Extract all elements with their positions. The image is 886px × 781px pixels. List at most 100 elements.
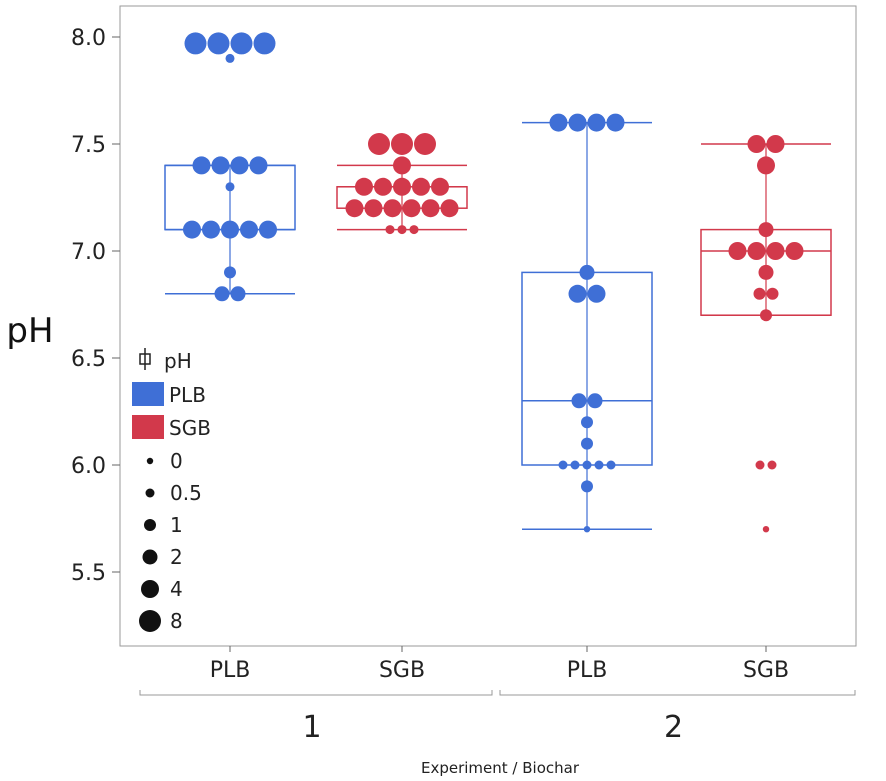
data-point [582,460,592,470]
y-tick-label: 6.0 [71,454,106,479]
data-point [221,220,239,239]
data-point [414,133,436,155]
data-point [259,220,277,239]
data-point [225,53,235,63]
data-point [728,242,747,260]
legend-title: pH [164,349,192,373]
data-point [581,416,593,429]
data-point [397,225,407,235]
data-point [230,156,249,175]
data-point [571,393,587,409]
x-axis-label: Experiment / Biochar [421,759,580,777]
data-point [581,437,593,450]
data-point [581,480,593,493]
data-point [364,199,383,218]
data-point [421,199,440,218]
data-point [374,177,392,196]
data-point [368,133,390,155]
data-point [240,220,258,239]
data-point [753,287,766,300]
data-point [760,309,772,322]
data-point [568,284,587,303]
data-point [230,32,253,55]
box-2-plb [521,113,653,533]
data-point [393,156,411,175]
data-point [747,242,766,260]
data-point [184,32,207,55]
data-point [758,264,774,280]
y-tick-label: 5.5 [71,561,106,586]
data-point [549,113,568,132]
data-point [558,460,568,470]
data-point [762,526,770,533]
data-point [214,286,230,302]
plot-frame [119,5,857,647]
x-group-label: 1 [302,710,321,745]
box-2-sgb [700,135,832,533]
data-point [766,287,779,300]
data-point [568,113,587,132]
legend-size-label: 8 [170,609,183,633]
data-point [183,220,201,239]
data-point [758,222,774,238]
legend-size-dot [145,488,155,498]
group-bracket [139,690,493,696]
legend-size-label: 4 [170,577,183,601]
data-point [345,199,364,218]
data-point [587,113,606,132]
data-point [412,177,430,196]
group-bracket [499,690,856,696]
data-point [570,460,580,470]
legend-size-label: 0 [170,449,183,473]
box-1-sgb [336,133,468,235]
data-point [230,286,246,302]
data-point [393,177,411,196]
legend-size-dot [142,549,158,565]
y-tick-label: 7.5 [71,133,106,158]
legend-size-label: 0.5 [170,481,202,505]
legend-size-label: 2 [170,545,183,569]
data-point [192,156,211,175]
legend: pH PLB SGB 0 0.5 1 2 4 8 [132,348,211,633]
data-point [587,284,606,303]
data-point [253,32,276,55]
x-category-label: PLB [210,658,251,683]
x-category-label: PLB [567,658,608,683]
data-point [766,242,785,260]
data-point [594,460,604,470]
x-category-label: SGB [379,658,425,683]
data-point [440,199,459,218]
legend-size-dot [144,519,156,531]
box-1-plb [164,32,296,302]
data-point [583,526,591,533]
data-point [202,220,220,239]
y-tick-label: 8.0 [71,26,106,51]
data-point [747,135,766,153]
data-point [383,199,402,218]
data-point [431,177,449,196]
data-point [587,393,603,409]
data-point [207,32,230,55]
data-point [785,242,804,260]
data-point [606,460,616,470]
legend-size-label: 1 [170,513,183,537]
x-category-label: SGB [743,658,789,683]
y-axis-label: pH [6,311,53,351]
data-point [409,225,419,235]
data-point [757,156,775,175]
legend-series-label: SGB [169,416,211,440]
data-point [606,113,625,132]
data-point [224,266,236,279]
box-iqr [521,271,653,466]
data-point [767,460,777,470]
data-point [355,177,373,196]
box-iqr [164,164,296,231]
data-point [385,225,395,235]
legend-swatch-sgb [132,415,164,439]
data-point [211,156,230,175]
data-point [755,460,765,470]
legend-size-dot [139,610,161,632]
x-group-label: 2 [664,710,683,745]
legend-swatch-plb [132,382,164,406]
